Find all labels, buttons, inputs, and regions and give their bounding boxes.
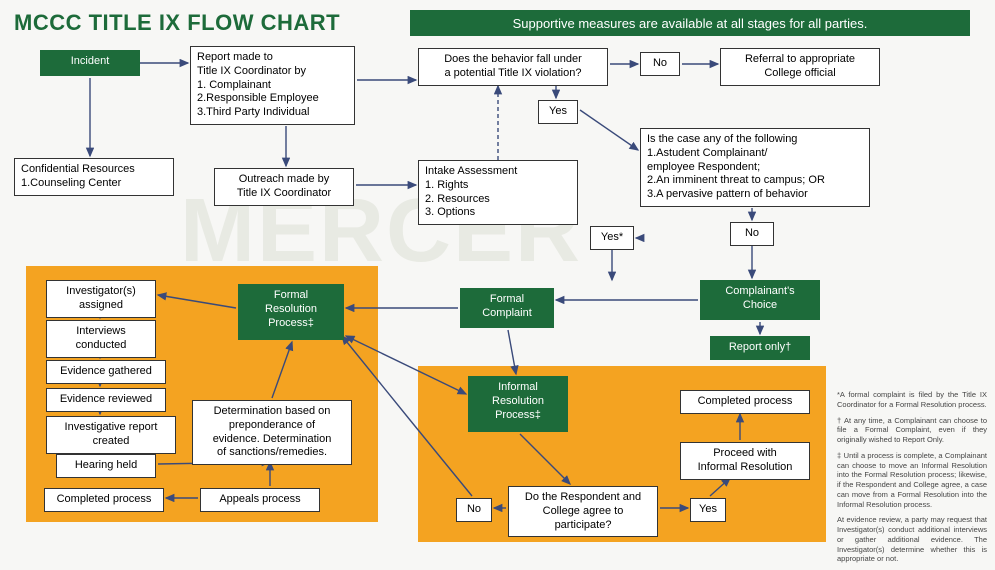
node-formal_res: Formal Resolution Process‡ xyxy=(238,284,344,340)
node-inv_assigned: Investigator(s) assigned xyxy=(46,280,156,318)
node-intake: Intake Assessment 1. Rights 2. Resources… xyxy=(418,160,578,225)
node-no1: No xyxy=(640,52,680,76)
footnote: † At any time, a Complainant can choose … xyxy=(837,416,987,445)
footnote: ‡ Until a process is complete, a Complai… xyxy=(837,451,987,510)
node-appeals: Appeals process xyxy=(200,488,320,512)
footnote: *A formal complaint is filed by the Titl… xyxy=(837,390,987,410)
node-proceed: Proceed with Informal Resolution xyxy=(680,442,810,480)
node-evidence_gath: Evidence gathered xyxy=(46,360,166,384)
node-choice: Complainant's Choice xyxy=(700,280,820,320)
node-yesstar: Yes* xyxy=(590,226,634,250)
footnotes: *A formal complaint is filed by the Titl… xyxy=(837,390,987,570)
node-completed2: Completed process xyxy=(680,390,810,414)
node-interviews: Interviews conducted xyxy=(46,320,156,358)
node-yes1: Yes xyxy=(538,100,578,124)
node-outreach: Outreach made by Title IX Coordinator xyxy=(214,168,354,206)
node-inv_report: Investigative report created xyxy=(46,416,176,454)
node-caseany: Is the case any of the following 1.Astud… xyxy=(640,128,870,207)
node-no2: No xyxy=(730,222,774,246)
node-behavior: Does the behavior fall under a potential… xyxy=(418,48,608,86)
page-title: MCCC TITLE IX FLOW CHART xyxy=(14,10,340,36)
node-formal_comp: Formal Complaint xyxy=(460,288,554,328)
arrow-9 xyxy=(580,110,638,150)
node-report: Report made to Title IX Coordinator by 1… xyxy=(190,46,355,125)
node-informal_res: Informal Resolution Process‡ xyxy=(468,376,568,432)
node-no3: No xyxy=(456,498,492,522)
node-confidential: Confidential Resources 1.Counseling Cent… xyxy=(14,158,174,196)
node-completed1: Completed process xyxy=(44,488,164,512)
footnote: At evidence review, a party may request … xyxy=(837,515,987,564)
node-hearing: Hearing held xyxy=(56,454,156,478)
node-reportonly: Report only† xyxy=(710,336,810,360)
node-participate: Do the Respondent and College agree to p… xyxy=(508,486,658,537)
node-referral: Referral to appropriate College official xyxy=(720,48,880,86)
node-determination: Determination based on preponderance of … xyxy=(192,400,352,465)
node-incident: Incident xyxy=(40,50,140,76)
node-yes3: Yes xyxy=(690,498,726,522)
node-evidence_rev: Evidence reviewed xyxy=(46,388,166,412)
banner: Supportive measures are available at all… xyxy=(410,10,970,36)
